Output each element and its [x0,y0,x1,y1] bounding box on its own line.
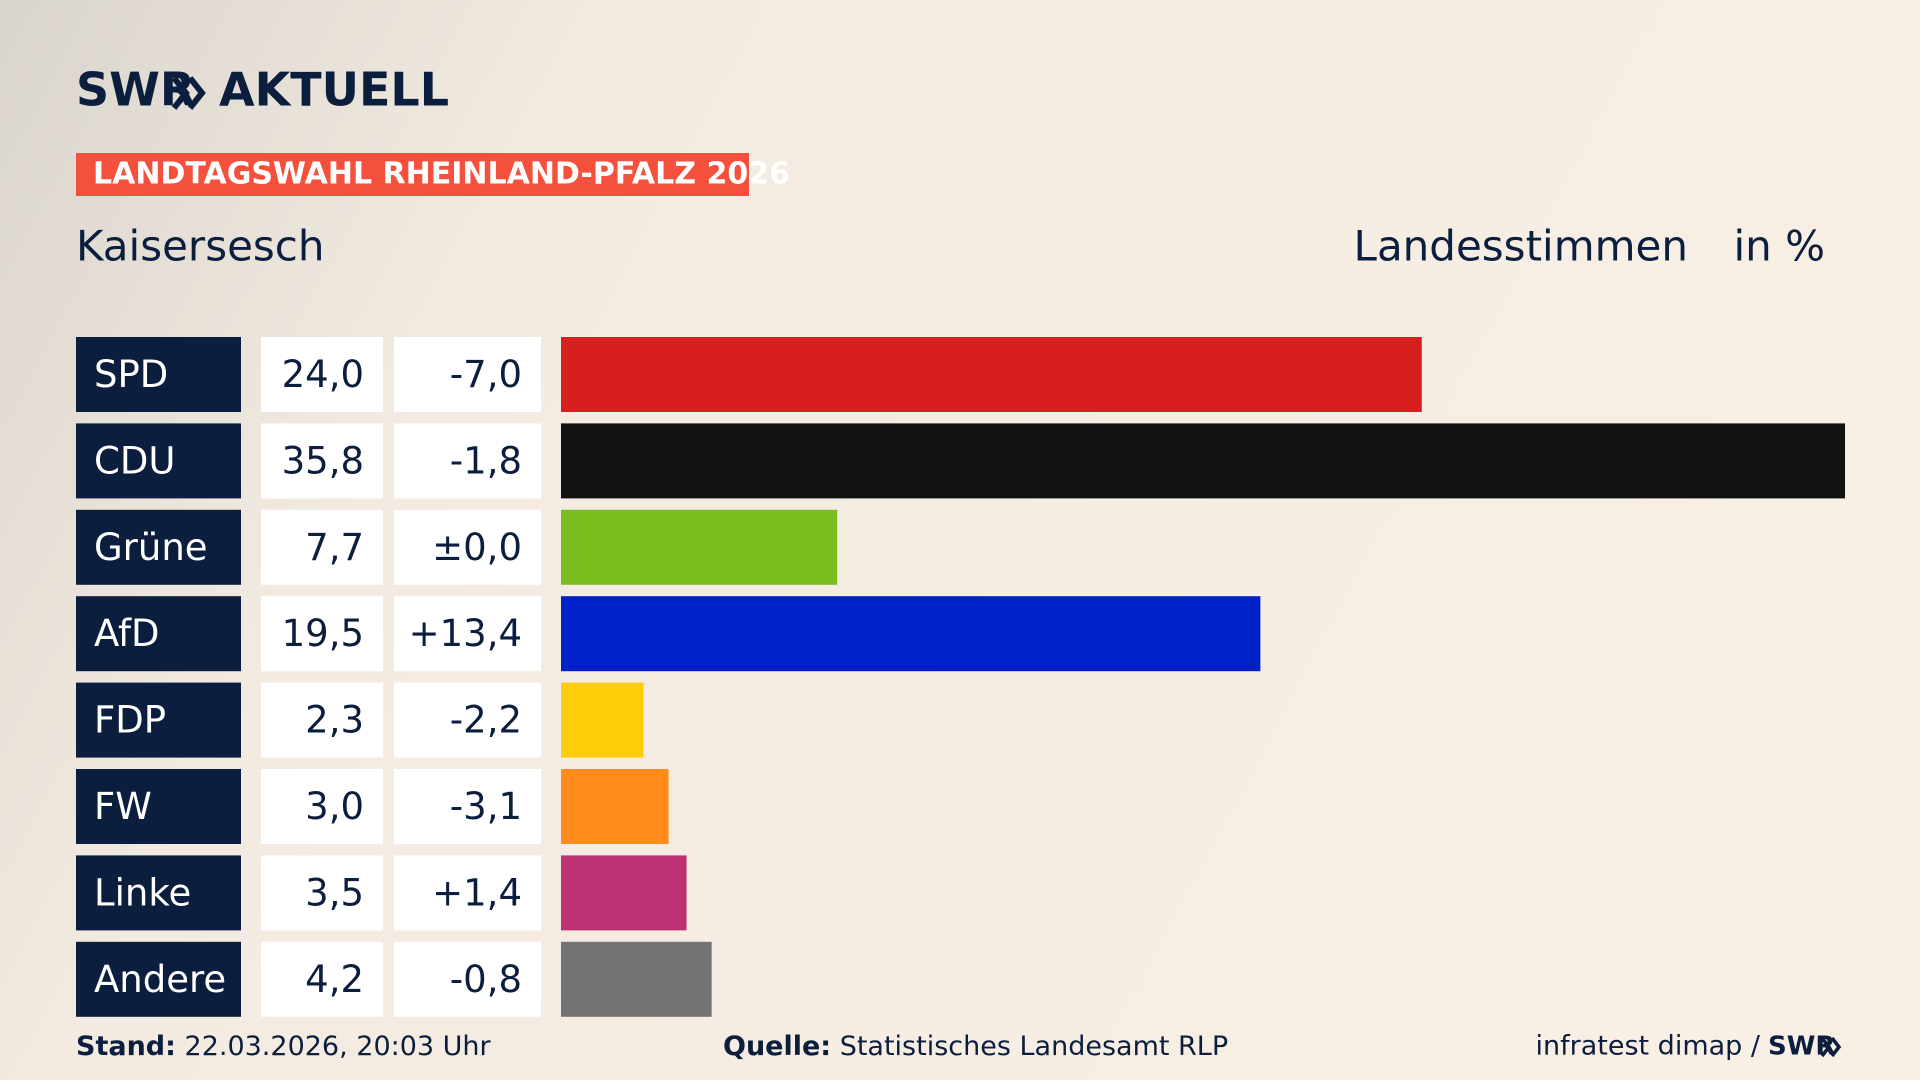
change-box [394,423,541,499]
value-box [261,682,383,758]
party-box [76,769,241,844]
bar [561,337,1422,412]
party-label: FW [94,785,152,828]
change-label: -7,0 [450,353,522,396]
party-label: Andere [94,958,226,1001]
stand-label: Stand: [76,1031,176,1062]
bar [561,596,1261,672]
party-label: Linke [94,871,191,914]
value-box [261,596,383,672]
value-label: 19,5 [282,612,364,655]
bar [561,769,669,844]
party-box [76,682,241,758]
logo-chevrons [171,76,206,110]
party-label: CDU [94,439,175,482]
stand: 22.03.2026, 20:03 Uhr [185,1031,492,1062]
party-label: FDP [94,699,166,742]
party-label: SPD [94,353,168,396]
value-box [261,509,383,585]
change-label: -1,8 [450,439,522,482]
credit: infratest dimap / [1535,1031,1760,1062]
change-box [394,941,541,1017]
change-label: +1,4 [432,871,522,914]
change-label: ±0,0 [432,526,522,569]
bar [561,682,644,758]
footer-stand: Stand: 22.03.2026, 20:03 Uhr [76,1031,492,1062]
party-box [76,423,241,499]
source-label: Quelle: [723,1031,831,1062]
credit-logo: SWR [1768,1032,1835,1062]
bar [561,423,1845,499]
change-box [394,855,541,931]
value-box [261,423,383,499]
source: Statistisches Landesamt RLP [840,1031,1228,1062]
value-label: 4,2 [305,958,364,1001]
value-label: 3,5 [305,871,364,914]
bar [561,941,712,1017]
logo-aktuell: AKTUELL [219,63,449,117]
banner-text: LANDTAGSWAHL RHEINLAND-PFALZ 2026 [93,157,790,192]
value-box [261,941,383,1017]
change-box [394,682,541,758]
chart-title: Kaisersesch [76,222,325,271]
party-box [76,509,241,585]
bar [561,855,687,931]
banner [76,153,749,196]
value-label: 7,7 [305,526,364,569]
party-box [76,337,241,412]
party-box [76,941,241,1017]
chart-subtitle: Landesstimmen [1354,222,1688,271]
party-label: Grüne [94,526,208,569]
value-label: 3,0 [305,785,364,828]
rows: SPD 24,0 -7,0 CDU 35,8 -1,8 Grüne 7,7 ±0,0 AfD 19,… [76,337,1845,1017]
value-box [261,855,383,931]
unit-label: in % [1733,222,1825,271]
change-label: -2,2 [450,699,522,742]
change-box [394,337,541,412]
bar [561,509,838,585]
party-box [76,855,241,931]
change-label: -3,1 [450,785,522,828]
footer-source: Quelle: Statistisches Landesamt RLP [723,1031,1228,1062]
change-box [394,509,541,585]
credit-chevrons [1820,1036,1842,1058]
party-label: AfD [94,612,160,655]
change-label: +13,4 [409,612,522,655]
value-label: 35,8 [282,439,364,482]
change-box [394,769,541,844]
party-box [76,596,241,672]
change-label: -0,8 [450,958,522,1001]
value-box [261,769,383,844]
change-box [394,596,541,672]
value-box [261,337,383,412]
value-label: 24,0 [282,353,364,396]
value-label: 2,3 [305,699,364,742]
